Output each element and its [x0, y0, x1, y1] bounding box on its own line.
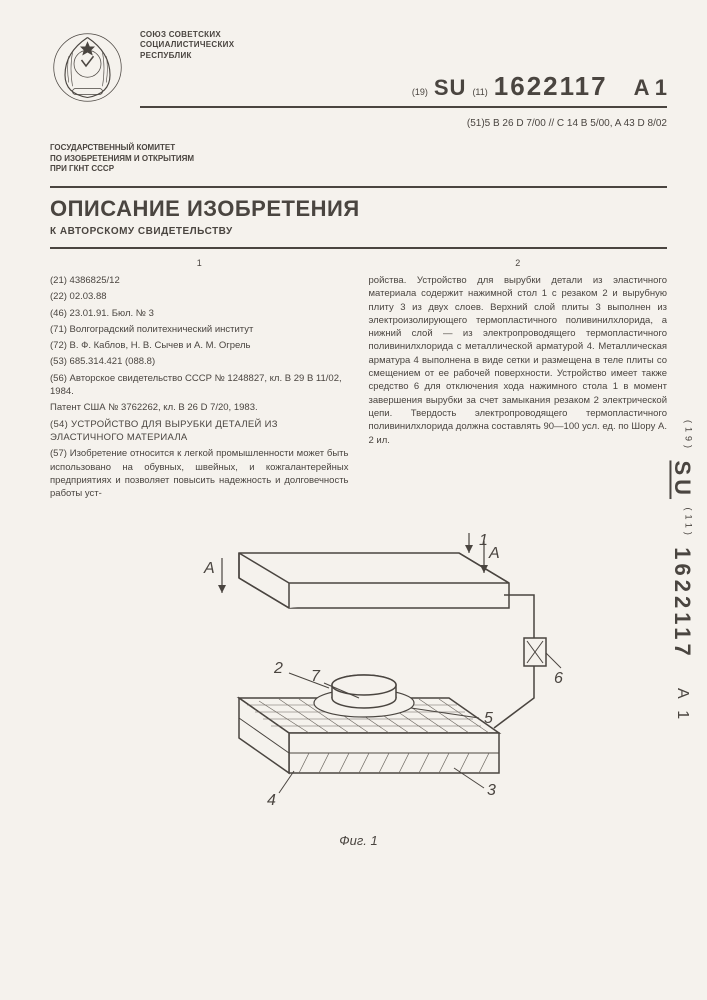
- field-56a: (56) Авторское свидетельство СССР № 1248…: [50, 372, 349, 399]
- field-53: (53) 685.314.421 (088.8): [50, 355, 349, 368]
- side-number: 1622117: [670, 547, 695, 659]
- side-publication-label: (19) SU (11) 1622117 A 1: [669, 420, 695, 723]
- side-kind: A 1: [674, 688, 691, 723]
- bibliographic-columns: 1 (21) 4386825/12 (22) 02.03.88 (46) 23.…: [50, 257, 667, 503]
- label-7: 7: [311, 668, 321, 685]
- abstract-continuation: ройства. Устройство для вырубки детали и…: [369, 274, 668, 447]
- label-A-left: A: [203, 560, 215, 577]
- publication-number: 1622117: [494, 71, 608, 102]
- header-text: СОЮЗ СОВЕТСКИХ СОЦИАЛИСТИЧЕСКИХ РЕСПУБЛИ…: [140, 30, 667, 108]
- col2-number: 2: [369, 257, 668, 270]
- field-72: (72) В. Ф. Каблов, Н. В. Сычев и А. М. О…: [50, 339, 349, 352]
- label-6: 6: [554, 670, 563, 687]
- field-46: (46) 23.01.91. Бюл. № 3: [50, 307, 349, 320]
- main-title: ОПИСАНИЕ ИЗОБРЕТЕНИЯ: [50, 196, 667, 222]
- prefix-19: (19): [412, 87, 428, 97]
- side-country: SU: [670, 460, 695, 499]
- label-2: 2: [273, 660, 283, 677]
- prefix-11: (11): [472, 87, 487, 97]
- field-56b: Патент США № 3762262, кл. B 26 D 7/20, 1…: [50, 401, 349, 414]
- figure-1: 1 A A 6: [50, 523, 667, 848]
- header-row: СОЮЗ СОВЕТСКИХ СОЦИАЛИСТИЧЕСКИХ РЕСПУБЛИ…: [50, 30, 667, 108]
- kind-code: A 1: [634, 75, 667, 101]
- ipc-classification: (51)5 B 26 D 7/00 // C 14 B 5/00, A 43 D…: [50, 118, 667, 129]
- label-3: 3: [487, 782, 496, 799]
- label-A-right: A: [488, 545, 500, 562]
- label-4: 4: [267, 792, 276, 809]
- field-21: (21) 4386825/12: [50, 274, 349, 287]
- country-code: SU: [434, 75, 467, 101]
- col1-number: 1: [50, 257, 349, 270]
- side-prefix-11: (11): [683, 507, 693, 538]
- figure-drawing: 1 A A 6: [149, 523, 569, 823]
- field-71: (71) Волгоградский политехнический инсти…: [50, 323, 349, 336]
- label-5: 5: [484, 710, 493, 727]
- field-57: (57) Изобретение относится к легкой пром…: [50, 447, 349, 500]
- side-prefix-19: (19): [683, 420, 693, 452]
- field-22: (22) 02.03.88: [50, 290, 349, 303]
- sub-title: К АВТОРСКОМУ СВИДЕТЕЛЬСТВУ: [50, 226, 667, 237]
- title-block: ОПИСАНИЕ ИЗОБРЕТЕНИЯ К АВТОРСКОМУ СВИДЕТ…: [50, 186, 667, 249]
- column-2: 2 ройства. Устройство для вырубки детали…: [369, 257, 668, 503]
- column-1: 1 (21) 4386825/12 (22) 02.03.88 (46) 23.…: [50, 257, 349, 503]
- figure-caption: Фиг. 1: [50, 833, 667, 848]
- ussr-emblem: [50, 30, 125, 105]
- union-label: СОЮЗ СОВЕТСКИХ СОЦИАЛИСТИЧЕСКИХ РЕСПУБЛИ…: [140, 30, 667, 61]
- committee-label: ГОСУДАРСТВЕННЫЙ КОМИТЕТ ПО ИЗОБРЕТЕНИЯМ …: [50, 143, 667, 174]
- publication-number-row: (19) SU (11) 1622117 A 1: [140, 71, 667, 108]
- field-54: (54) УСТРОЙСТВО ДЛЯ ВЫРУБКИ ДЕТАЛЕЙ ИЗ Э…: [50, 418, 349, 445]
